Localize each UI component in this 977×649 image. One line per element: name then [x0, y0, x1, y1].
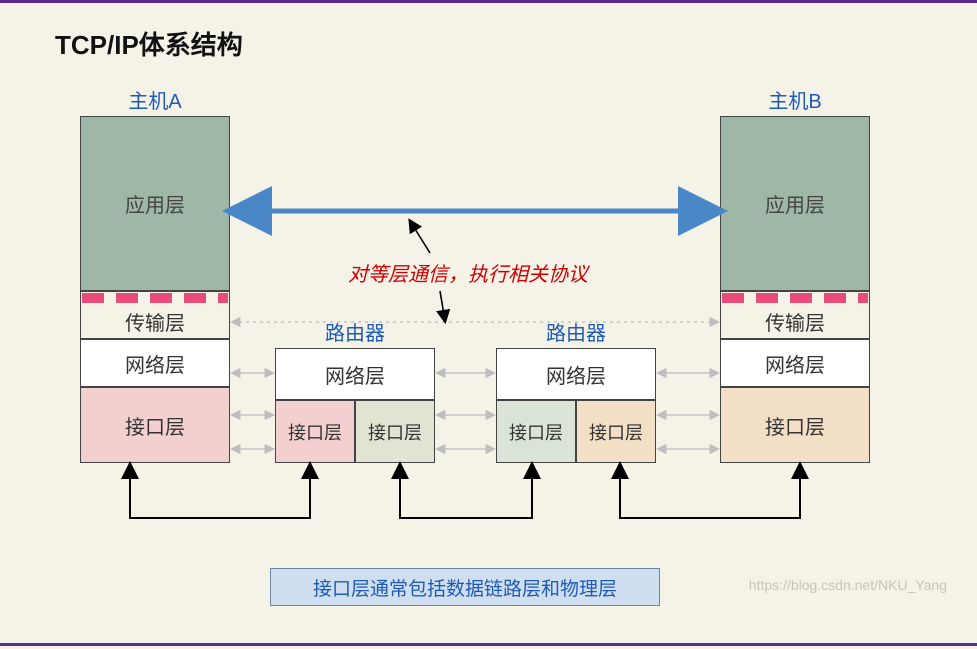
page-title: TCP/IP体系结构 [55, 25, 243, 62]
peer-annotation: 对等层通信，执行相关协议 [308, 258, 628, 287]
host-b-interface-layer: 接口层 [720, 387, 870, 463]
router1-if-right: 接口层 [355, 400, 435, 463]
router1-network-layer: 网络层 [275, 348, 435, 400]
host-b-label: 主机B [745, 85, 845, 114]
host-b-transport-text: 传输层 [765, 307, 825, 336]
host-a-interface-layer: 接口层 [80, 387, 230, 463]
host-a-network-layer: 网络层 [80, 339, 230, 387]
router2-if-right: 接口层 [576, 400, 656, 463]
router2-network-layer: 网络层 [496, 348, 656, 400]
watermark: https://blog.csdn.net/NKU_Yang [749, 577, 947, 593]
host-a-transport-text: 传输层 [125, 307, 185, 336]
host-b-app-layer: 应用层 [720, 116, 870, 291]
router2-if-left: 接口层 [496, 400, 576, 463]
host-a-transport-layer: 传输层 [80, 291, 230, 339]
host-b-network-layer: 网络层 [720, 339, 870, 387]
router1-if-left: 接口层 [275, 400, 355, 463]
router2-label: 路由器 [526, 317, 626, 346]
host-b-transport-layer: 传输层 [720, 291, 870, 339]
router1-label: 路由器 [305, 317, 405, 346]
host-a-label: 主机A [105, 85, 205, 114]
host-a-app-layer: 应用层 [80, 116, 230, 291]
note-box: 接口层通常包括数据链路层和物理层 [270, 568, 660, 606]
